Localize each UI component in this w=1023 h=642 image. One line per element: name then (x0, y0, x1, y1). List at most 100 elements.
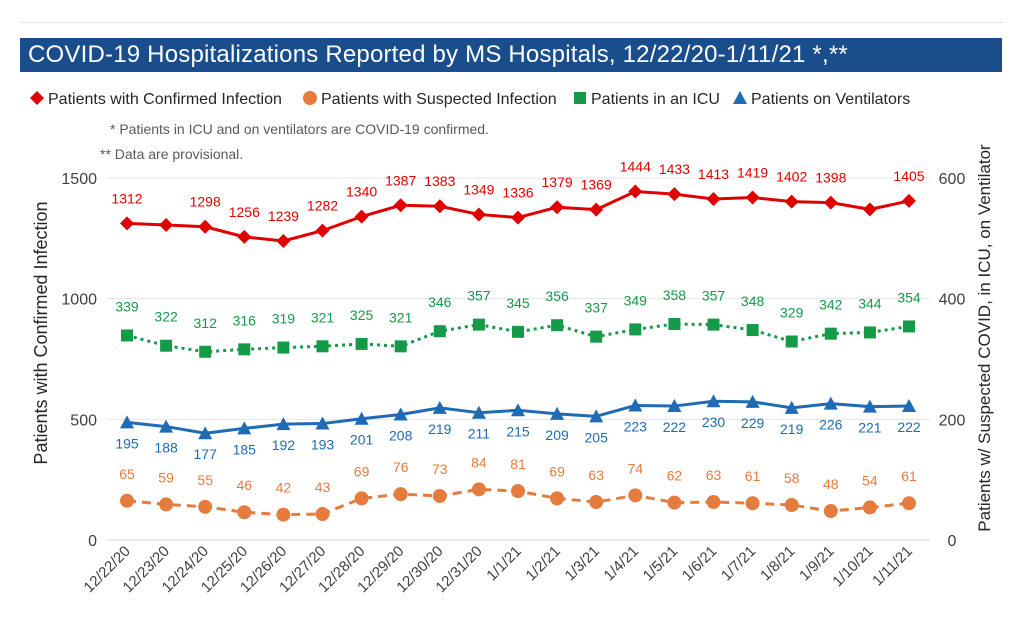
legend-entry: Patients with Confirmed Infection (30, 91, 282, 108)
point-marker (862, 399, 877, 413)
data-label: 61 (901, 468, 917, 484)
point-marker (199, 345, 212, 358)
data-label: 1312 (111, 190, 142, 206)
data-label: 1336 (502, 185, 533, 201)
data-label: 229 (741, 415, 765, 431)
point-marker (667, 187, 682, 202)
data-label: 1379 (542, 174, 573, 190)
point-marker (668, 318, 681, 331)
y-tick-label: 1000 (61, 292, 97, 309)
point-marker (303, 91, 317, 105)
legend-label: Patients in an ICU (591, 91, 720, 108)
legend-entry: Patients in an ICU (574, 91, 720, 108)
chart-title: COVID-19 Hospitalizations Reported by MS… (20, 38, 1002, 72)
data-label: 69 (354, 463, 370, 479)
data-label: 337 (585, 300, 609, 316)
point-marker (823, 396, 838, 410)
data-label: 54 (862, 472, 878, 488)
data-label: 76 (393, 459, 409, 475)
data-label: 219 (780, 421, 804, 437)
point-marker (30, 91, 44, 105)
point-marker (159, 218, 174, 233)
data-label: 344 (858, 295, 882, 311)
data-label: 1405 (893, 168, 924, 184)
point-marker (784, 498, 799, 513)
data-label: 1402 (776, 169, 807, 185)
data-label: 1298 (190, 194, 221, 210)
point-marker (862, 500, 877, 515)
data-label: 48 (823, 476, 839, 492)
point-marker (707, 318, 720, 331)
data-label: 325 (350, 307, 374, 323)
data-label: 346 (428, 294, 452, 310)
data-label: 226 (819, 417, 843, 433)
point-marker (432, 199, 447, 214)
data-label: 42 (276, 480, 292, 496)
point-marker (706, 394, 721, 408)
data-label: 322 (154, 309, 178, 325)
point-marker (277, 341, 290, 354)
point-marker (276, 233, 291, 248)
data-label: 1444 (620, 159, 651, 175)
data-label: 221 (858, 420, 882, 436)
point-marker (823, 195, 838, 210)
y-tick-label: 0 (88, 533, 97, 550)
data-label: 1340 (346, 184, 377, 200)
point-marker (276, 507, 291, 522)
x-tick-label: 1/11/21 (869, 543, 916, 590)
data-label: 209 (545, 427, 569, 443)
point-marker (511, 210, 525, 225)
x-tick-label: 1/8/21 (757, 543, 799, 585)
data-label: 59 (158, 469, 174, 485)
axes: 050010001500020040060012/22/2012/23/2012… (31, 144, 994, 596)
legend-entry: Patients on Ventilators (733, 91, 910, 108)
point-marker (121, 329, 133, 342)
data-label: 223 (624, 418, 648, 434)
point-marker (393, 407, 408, 421)
point-marker (511, 403, 525, 417)
data-label: 74 (628, 460, 644, 476)
point-marker (902, 496, 916, 511)
legend-label: Patients on Ventilators (751, 91, 910, 108)
data-label: 1239 (268, 208, 299, 224)
data-label: 193 (311, 437, 335, 453)
point-marker (160, 339, 173, 352)
data-label: 230 (702, 414, 726, 430)
data-label: 43 (315, 479, 331, 495)
data-label: 65 (119, 466, 135, 482)
data-label: 205 (585, 429, 609, 445)
point-marker (354, 209, 369, 224)
y2-tick-label: 400 (939, 292, 966, 309)
point-marker (472, 318, 485, 331)
data-label: 342 (819, 297, 843, 313)
point-marker (393, 487, 408, 502)
point-marker (315, 507, 330, 522)
data-label: 81 (510, 456, 526, 472)
series-diamond: 1312 1298 1256 1239 1282 1340 1387 1383 1349 1336… (111, 159, 925, 248)
point-marker (745, 496, 760, 511)
data-label: 63 (706, 467, 722, 483)
y2-tick-label: 600 (939, 171, 966, 188)
point-marker (862, 202, 877, 217)
point-marker (315, 416, 330, 430)
series-circle: 65 59 55 46 42 43 69 76 73 84 81 69 63 74 62 63 61 58 48 54… (119, 454, 917, 522)
point-marker (471, 405, 486, 419)
data-label: 215 (506, 423, 530, 439)
x-tick-label: 1/2/21 (522, 543, 564, 585)
point-marker (238, 343, 251, 356)
point-marker (550, 491, 565, 506)
point-marker (733, 91, 747, 104)
x-tick-label: 1/10/21 (829, 543, 876, 590)
point-marker (589, 494, 604, 509)
data-label: 208 (389, 428, 413, 444)
point-marker (590, 330, 603, 343)
data-label: 319 (272, 311, 296, 327)
footnote-provisional: ** Data are provisional. (100, 146, 243, 162)
data-label: 312 (194, 315, 218, 331)
series-triangle: 195 188 177 185 192 193 201 208 219 211 215 209 205 2… (115, 394, 921, 462)
legend-label: Patients with Confirmed Infection (48, 91, 282, 108)
data-label: 354 (897, 289, 921, 305)
point-marker (394, 340, 407, 353)
data-label: 185 (233, 441, 257, 457)
data-label: 1349 (463, 181, 494, 197)
